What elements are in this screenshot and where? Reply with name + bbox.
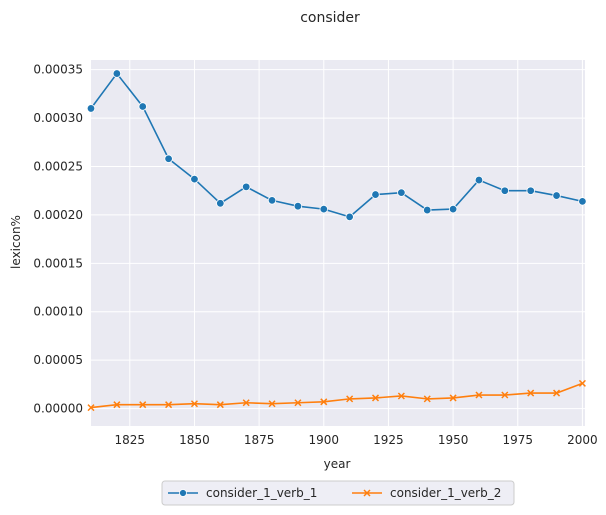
x-tick-label: 2000 [567,433,598,447]
y-tick-label: 0.00025 [33,160,83,174]
data-point [190,174,199,184]
data-point [526,186,535,195]
y-tick-label: 0.00020 [33,208,83,222]
data-point [500,186,510,195]
y-tick-label: 0.00030 [33,111,83,125]
series-layer [86,69,587,412]
data-point [346,395,354,403]
series-line-2 [90,382,583,409]
chart-title: consider [300,10,360,26]
data-point [320,398,328,406]
data-point [164,154,173,163]
data-point [216,401,224,409]
y-tick-label: 0.00005 [33,353,83,367]
legend-frame [161,480,515,506]
data-point [216,199,225,208]
legend-marker-series-1 [179,489,187,497]
data-point [527,389,535,397]
legend-label-series-2: consider_1_verb_2 [390,486,501,500]
plot-area [91,60,585,426]
data-point [319,204,328,214]
y-axis-label: lexicon% [9,215,23,269]
legend-marker-series-2 [363,489,371,497]
data-point [371,190,380,199]
data-point [294,399,302,407]
data-point [112,69,122,78]
data-point [553,389,561,397]
data-point [423,205,432,215]
data-point [267,196,277,205]
legend: consider_1_verb_1 consider_1_verb_2 [161,480,515,506]
x-tick-label: 1875 [244,433,275,447]
data-point [86,104,96,113]
data-point [113,401,121,409]
data-point [449,394,457,402]
data-point [475,391,483,399]
x-tick-label: 1975 [502,433,533,447]
data-point [423,395,431,403]
x-tick-label: 1850 [179,433,210,447]
y-tick-label: 0.00015 [33,256,83,270]
x-tick-label: 1900 [309,433,340,447]
data-point [578,379,586,387]
data-point [552,191,561,200]
data-point [578,197,587,206]
x-tick-label: 1925 [373,433,404,447]
data-point [190,400,198,408]
legend-label-series-1: consider_1_verb_1 [206,486,317,500]
tick-labels: 1825 1850 1875 1900 1925 1950 1975 2000 0.00000 0… [33,63,597,447]
data-point [501,391,509,399]
data-point [87,404,95,412]
data-point [293,202,303,211]
grid [91,60,585,426]
y-tick-label: 0.00000 [33,402,83,416]
data-point [242,399,250,407]
data-point [268,400,276,408]
x-tick-label: 1950 [438,433,469,447]
y-tick-label: 0.00010 [33,305,83,319]
x-axis-label: year [324,457,351,471]
series-line-1 [90,72,583,218]
data-point [138,102,147,111]
data-point [397,392,405,400]
data-point [371,394,380,402]
data-point [241,182,251,192]
data-point [397,188,406,197]
data-point [345,212,354,222]
data-point [448,204,458,214]
data-point [139,401,147,409]
data-point [165,401,173,409]
y-tick-label: 0.00035 [33,63,83,77]
x-tick-label: 1825 [115,433,146,447]
data-point [474,175,484,185]
